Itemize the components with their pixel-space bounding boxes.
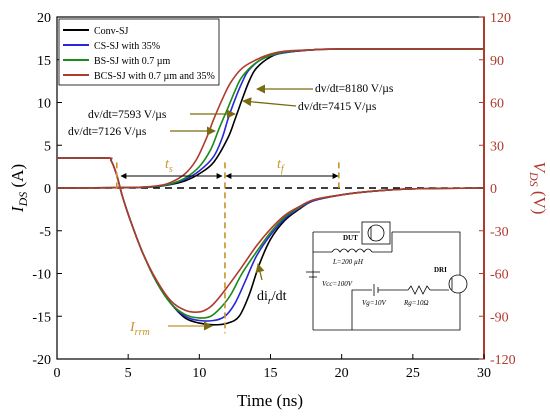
circuit-labels: DUT L=200 µH Vcc=100V Vg=10V Rg=10Ω DRI [322, 234, 447, 307]
dvdt-annotations: dv/dt=8180 V/µs dv/dt=7415 V/µs dv/dt=75… [68, 83, 394, 138]
series-voltage-3 [57, 48, 484, 189]
y-axis-right-title: VDS (V) [527, 162, 549, 215]
y-right-tick-label-2: 60 [490, 97, 504, 112]
svg-text:IDS (A): IDS (A) [8, 164, 30, 213]
y-left-tick-label-3: 5 [44, 139, 51, 154]
interval-labels: ts tf [120, 157, 339, 179]
vcc-label: Vcc=100V [322, 280, 353, 288]
y-left-tick-label-7: -15 [32, 310, 51, 325]
legend: Conv-SJ CS-SJ with 35% BS-SJ with 0.7 µm… [58, 18, 220, 86]
dut-body [367, 224, 385, 242]
legend-label-1: CS-SJ with 35% [94, 41, 160, 52]
y-left-tick-label-2: 10 [37, 97, 51, 112]
dri-label: DRI [434, 266, 447, 274]
x-tick-label-0: 0 [54, 366, 61, 381]
circuit-bg [303, 210, 479, 340]
legend-label-0: Conv-SJ [94, 26, 129, 37]
dri-body [448, 274, 468, 294]
ticks-group: 0 5 10 15 20 25 30 20 15 10 5 0 -5 -10 -15 -20 120 90 60 30… [32, 11, 515, 381]
x-tick-label-6: 30 [477, 366, 491, 381]
inductor-symbol [331, 248, 373, 253]
svg-text:VDS (V): VDS (V) [527, 162, 549, 215]
x-tick-label-5: 25 [406, 366, 420, 381]
y-left-tick-label-8: -20 [32, 353, 51, 368]
y-left-tick-label-0: 20 [37, 11, 51, 26]
x-tick-label-1: 5 [125, 366, 132, 381]
y-left-tick-label-6: -10 [32, 268, 51, 283]
y-left-tick-label-4: 0 [44, 182, 51, 197]
y-axis-left-title: IDS (A) [8, 164, 30, 213]
recovery-annotations: Irrm dir/dt [129, 263, 287, 338]
y-right-tick-label-7: -90 [490, 310, 509, 325]
dut-symbol [361, 221, 391, 245]
x-tick-label-4: 20 [335, 366, 349, 381]
legend-label-3: BCS-SJ with 0.7 µm and 35% [94, 71, 215, 82]
dvdt-label-2: dv/dt=7415 V/µs [298, 101, 377, 113]
dvdt-arrow-2 [242, 97, 297, 107]
tf-label: tf [277, 157, 285, 175]
y-right-tick-label-6: -60 [490, 268, 509, 283]
markers-group [115, 162, 340, 334]
y-right-tick-label-4: 0 [490, 182, 497, 197]
y-right-tick-label-8: -120 [490, 353, 516, 368]
gate-loop [351, 289, 372, 330]
y-right-tick-label-0: 120 [490, 11, 511, 26]
y-right-tick-label-3: 30 [490, 139, 504, 154]
y-right-tick-label-5: -30 [490, 225, 509, 240]
x-axis-title: Time (ns) [237, 391, 303, 410]
rg-symbol [407, 285, 431, 295]
y-left-tick-label-1: 15 [37, 54, 51, 69]
legend-label-2: BS-SJ with 0.7 µm [94, 56, 171, 67]
dvdt-label-4: dv/dt=7126 V/µs [68, 126, 147, 138]
circuit-bottom-wire [313, 305, 461, 331]
x-tick-label-3: 15 [264, 366, 278, 381]
dirdt-label: dir/dt [257, 289, 287, 307]
rg-label: Rg=10Ω [403, 299, 429, 307]
dvdt-label-1: dv/dt=8180 V/µs [315, 83, 394, 95]
dvdt-label-3: dv/dt=7593 V/µs [88, 109, 167, 121]
circuit-top-wire-2 [392, 231, 461, 260]
series-current-3 [57, 157, 484, 313]
x-tick-label-2: 10 [192, 366, 206, 381]
circuit-inset [303, 210, 479, 340]
dut-label: DUT [343, 234, 358, 242]
vg-label: Vg=10V [362, 299, 386, 307]
inductor-label: L=200 µH [332, 258, 364, 266]
irrm-label: Irrm [129, 320, 150, 338]
y-right-tick-label-1: 90 [490, 54, 504, 69]
dirdt-pointer [255, 263, 265, 281]
y-left-tick-label-5: -5 [39, 225, 51, 240]
ts-label: ts [165, 157, 173, 175]
series-group [57, 48, 484, 326]
